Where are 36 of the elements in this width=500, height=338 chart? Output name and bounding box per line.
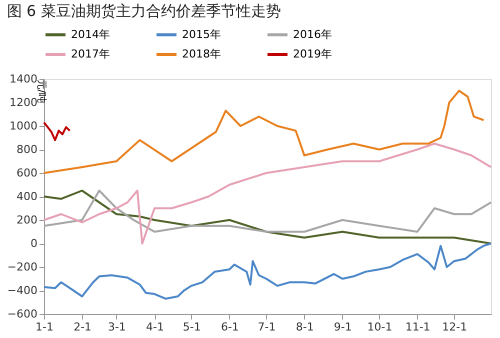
x-tick-label: 9-1 [334, 320, 352, 334]
chart-title: 图 6 菜豆油期货主力合约价差季节性走势 [6, 2, 281, 20]
y-tick-label: 1200 [10, 96, 38, 109]
y-tick-label: 1400 [10, 72, 38, 86]
x-tick-label: 5-1 [182, 320, 201, 334]
legend-label: 2018年 [182, 48, 221, 60]
y-tick-label: −400 [7, 284, 38, 297]
legend-label: 2016年 [293, 28, 332, 41]
legend-label: 2015年 [182, 28, 221, 41]
x-tick-label: 7-1 [258, 320, 276, 334]
x-tick-label: 11-1 [405, 320, 430, 334]
legend-label: 2014年 [71, 28, 110, 41]
x-tick-label: 4-1 [146, 320, 164, 334]
line-series [43, 190, 492, 244]
legend-label: 2019年 [293, 48, 332, 60]
legend-label: 2017年 [71, 48, 110, 60]
y-tick-label: 800 [16, 143, 38, 156]
line-series [43, 190, 492, 233]
x-tick-label: 1-1 [36, 320, 54, 334]
y-tick-label: 0 [30, 237, 38, 250]
line-series [43, 121, 71, 142]
y-tick-label: −200 [7, 260, 38, 274]
line-series [43, 242, 492, 300]
line-series [43, 142, 492, 244]
y-tick-label: 1000 [10, 120, 38, 132]
y-tick-label: 400 [16, 190, 38, 203]
x-tick-label: 6-1 [220, 320, 239, 334]
x-tick-label: 12-1 [442, 320, 468, 334]
y-tick-label: 200 [16, 214, 38, 226]
x-tick-label: 10-1 [367, 320, 392, 334]
y-axis-title: 元/吨 [36, 80, 48, 103]
y-tick-label: 600 [16, 166, 38, 180]
x-tick-label: 3-1 [108, 320, 126, 334]
x-tick-label: 2-1 [74, 320, 92, 334]
x-tick-label: 8-1 [296, 320, 314, 334]
y-tick-label: −600 [7, 308, 38, 320]
